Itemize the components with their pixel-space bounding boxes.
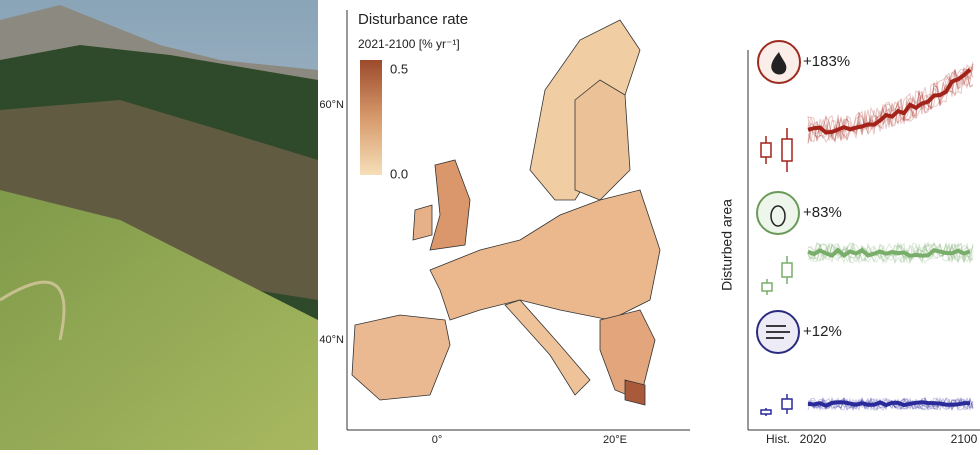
member-line — [807, 241, 974, 264]
change-label: +83% — [803, 204, 842, 221]
mean-line — [807, 68, 972, 135]
box — [781, 398, 793, 410]
lat-label: 60°N — [319, 99, 344, 111]
y-axis-label: Disturbed area — [719, 199, 735, 291]
series-lines — [760, 61, 974, 416]
lat-label: 40°N — [319, 334, 344, 346]
x-label: Hist. — [766, 432, 790, 446]
box — [760, 409, 772, 415]
legend-min: 0.0 — [390, 166, 408, 181]
x-label: 2020 — [800, 432, 827, 446]
box — [760, 142, 772, 158]
x-label: 2100 — [951, 432, 978, 446]
fire-glyph — [771, 52, 787, 75]
change-label: +12% — [803, 323, 842, 340]
legend-max: 0.5 — [390, 61, 408, 76]
timeseries-panel: Disturbed area +183% +83% +12% Hist. 202… — [719, 40, 980, 446]
legend-subtitle: 2021-2100 [% yr⁻¹] — [358, 37, 460, 51]
box — [761, 282, 773, 292]
lon-label: 20°E — [603, 434, 627, 446]
legend-title: Disturbance rate — [358, 11, 468, 28]
member-line — [807, 65, 974, 143]
beetle-icon — [756, 191, 800, 235]
member-line — [807, 396, 974, 412]
europe-map — [351, 19, 661, 406]
photo — [0, 0, 318, 450]
box — [781, 262, 793, 278]
change-label: +183% — [803, 53, 850, 70]
mean-line — [807, 400, 971, 408]
beetle-glyph — [770, 205, 786, 227]
member-line — [807, 64, 974, 141]
lon-label: 0° — [432, 434, 443, 446]
wind-glyph — [766, 325, 790, 339]
member-line — [807, 396, 974, 412]
box — [781, 138, 793, 162]
map-panel: Disturbance rate 2021-2100 [% yr⁻¹] 0.5 … — [319, 10, 690, 446]
mean-line — [807, 247, 971, 259]
color-scale — [360, 60, 382, 175]
